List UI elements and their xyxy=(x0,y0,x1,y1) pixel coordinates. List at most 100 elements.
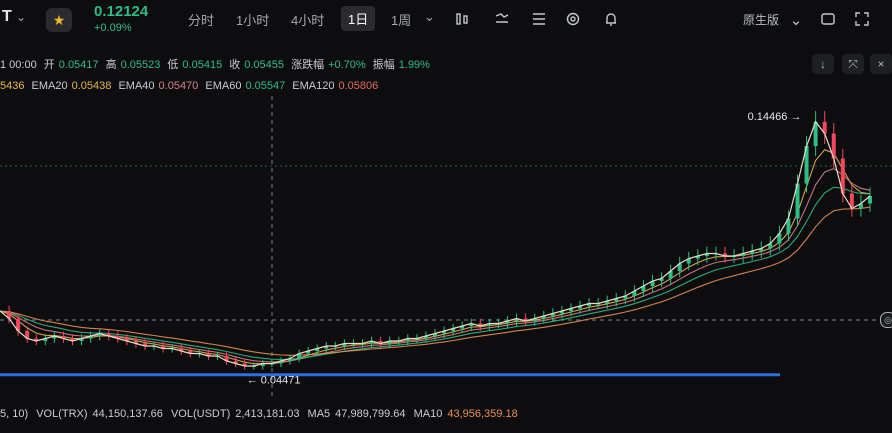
close-icon[interactable]: × xyxy=(870,54,892,74)
candle-body xyxy=(387,341,392,344)
ema-row: 5436 EMA20 0.05438 EMA40 0.05470 EMA60 0.05… xyxy=(0,80,382,92)
candle-body xyxy=(559,311,564,314)
candle-body xyxy=(378,341,383,344)
favorite-star-icon[interactable]: ★ xyxy=(46,8,72,32)
vol-usdt-label: VOL(USDT) xyxy=(170,408,231,420)
ema40-label: EMA40 xyxy=(118,80,155,92)
candle-body xyxy=(723,253,727,256)
candle-body xyxy=(260,363,265,366)
candle-body xyxy=(179,348,184,351)
candle-body xyxy=(795,183,800,219)
close-value: 0.05455 xyxy=(244,59,285,71)
amplitude-label: 振幅 xyxy=(372,59,395,71)
candle-body xyxy=(460,326,465,329)
candle-body xyxy=(487,323,492,326)
candle-body xyxy=(43,338,48,341)
high-value: 0.05523 xyxy=(120,59,161,71)
candle-body xyxy=(161,346,166,349)
ohlc-date: 1 00:00 xyxy=(0,59,37,71)
vol-usdt-value: 2,413,181.03 xyxy=(235,408,300,420)
candle-body xyxy=(505,321,510,324)
candle-body xyxy=(568,308,573,311)
candle-body xyxy=(849,193,854,209)
candle-body xyxy=(478,323,483,326)
tab-timeframe-1h[interactable]: 1小时 xyxy=(236,13,270,28)
candle-body xyxy=(868,196,872,204)
view-chevron-icon[interactable]: ⌄ xyxy=(789,12,803,29)
scroll-to-latest-icon[interactable]: ◎ xyxy=(880,312,892,328)
vol-trx-label: VOL(TRX) xyxy=(36,408,88,420)
fullscreen-icon[interactable] xyxy=(852,9,872,29)
tab-timeframe-4h[interactable]: 4小时 xyxy=(291,13,325,28)
ma5-label: MA5 xyxy=(307,408,331,420)
candle-body xyxy=(668,271,673,279)
candle-body xyxy=(52,336,57,339)
close-label: 收 xyxy=(229,59,241,71)
low-annotation: ← 0.04471 xyxy=(247,375,301,387)
candle-body xyxy=(759,248,764,251)
candle-body xyxy=(242,363,247,366)
candle-body xyxy=(224,356,229,361)
candle-body xyxy=(188,351,193,354)
low-value: 0.05415 xyxy=(182,59,223,71)
candle-body xyxy=(523,318,528,321)
candle-body xyxy=(405,338,410,341)
candle-body xyxy=(822,121,827,134)
candle-body xyxy=(786,218,791,234)
timeframe-more-chevron-icon[interactable]: ⌄ xyxy=(424,9,435,24)
candle-body xyxy=(423,336,428,339)
tab-timeframe-1w[interactable]: 1周 xyxy=(391,13,412,28)
indicator-icon[interactable] xyxy=(492,9,512,29)
ema120-value: 0.05806 xyxy=(338,80,379,92)
price-chart[interactable]: 0.14466 → ← 0.04471 xyxy=(0,96,892,396)
candle-body xyxy=(451,328,456,331)
candle-body xyxy=(550,313,555,316)
ma10-label: MA10 xyxy=(413,408,443,420)
low-label: 低 xyxy=(167,59,179,71)
candle-body xyxy=(514,318,519,321)
download-icon[interactable]: ↓ xyxy=(812,54,834,74)
candle-body xyxy=(840,158,845,194)
candle-body xyxy=(541,316,546,319)
candle-body xyxy=(16,318,21,331)
alert-bell-icon[interactable] xyxy=(601,9,621,29)
high-label: 高 xyxy=(105,59,117,71)
gear-icon[interactable] xyxy=(563,9,583,29)
change-value: +0.70% xyxy=(328,59,366,71)
vol-trx-value: 44,150,137.66 xyxy=(92,408,163,420)
settings-list-icon[interactable] xyxy=(529,9,549,29)
candle-body xyxy=(659,278,664,281)
candle-body xyxy=(695,256,700,259)
candle-type-icon[interactable] xyxy=(452,9,472,29)
ema60-value: 0.05547 xyxy=(245,80,286,92)
candle-body xyxy=(88,336,93,339)
native-view-select[interactable]: 原生版 xyxy=(743,13,780,27)
change-label: 涨跌幅 xyxy=(291,59,325,71)
collapse-icon[interactable]: ⤧ xyxy=(842,54,864,74)
candle-body xyxy=(115,336,120,339)
vol-prefix: 5, 10) xyxy=(0,408,29,420)
symbol-fragment[interactable]: T xyxy=(2,8,12,25)
candle-body xyxy=(143,343,147,346)
tab-timeframe-line[interactable]: 分时 xyxy=(188,13,215,28)
candle-body xyxy=(124,338,129,341)
candle-body xyxy=(587,303,592,306)
ema20-label: EMA20 xyxy=(31,80,68,92)
candle-body xyxy=(342,343,347,346)
candle-body xyxy=(306,351,311,354)
candle-body xyxy=(768,243,773,249)
candle-body xyxy=(288,358,292,361)
candle-body xyxy=(25,331,30,339)
window-icon[interactable] xyxy=(818,9,838,29)
candle-body xyxy=(106,333,111,336)
high-annotation: 0.14466 → xyxy=(748,111,802,123)
candle-body xyxy=(278,361,283,364)
last-price: 0.12124 xyxy=(94,3,149,20)
price-line xyxy=(0,120,871,367)
symbol-chevron-icon[interactable]: ⌄ xyxy=(16,10,27,24)
candle-body xyxy=(605,301,610,304)
candle-body xyxy=(297,353,302,359)
open-value: 0.05417 xyxy=(58,59,99,71)
tab-timeframe-1d[interactable]: 1日 xyxy=(341,6,376,31)
ema-first-value: 5436 xyxy=(0,80,25,92)
